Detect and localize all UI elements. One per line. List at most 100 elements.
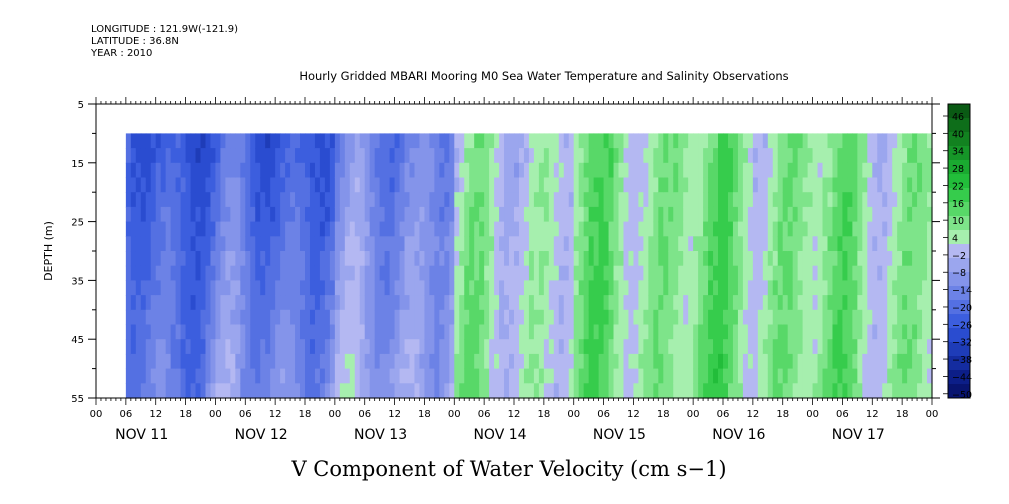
heatmap-cell: [762, 221, 769, 237]
heatmap-cell: [130, 353, 137, 370]
heatmap-cell: [837, 265, 844, 281]
heatmap-cell: [205, 251, 212, 267]
heatmap-cell: [553, 148, 560, 164]
heatmap-cell: [777, 353, 784, 370]
heatmap-cell: [668, 192, 674, 208]
heatmap-cell: [772, 353, 779, 370]
heatmap-cell: [290, 339, 296, 355]
heatmap-cell: [902, 309, 908, 326]
heatmap-cell: [638, 148, 644, 164]
heatmap-cell: [429, 353, 435, 370]
heatmap-cell: [767, 324, 774, 340]
heatmap-cell: [399, 353, 406, 370]
heatmap-cell: [140, 177, 147, 193]
heatmap-cell: [633, 280, 640, 296]
heatmap-cell: [752, 280, 759, 296]
heatmap-cell: [588, 353, 595, 370]
heatmap-cell: [723, 133, 729, 149]
heatmap-cell: [887, 221, 893, 237]
heatmap-cell: [767, 162, 774, 179]
heatmap-cell: [548, 265, 555, 281]
heatmap-cell: [374, 368, 381, 384]
heatmap-cell: [459, 309, 465, 326]
heatmap-cell: [732, 339, 739, 355]
heatmap-cell: [678, 251, 684, 267]
heatmap-cell: [399, 251, 406, 267]
heatmap-cell: [523, 280, 530, 296]
heatmap-cell: [205, 177, 212, 193]
heatmap-cell: [723, 339, 729, 355]
heatmap-cell: [329, 383, 336, 399]
heatmap-cell: [150, 206, 157, 223]
heatmap-cell: [469, 221, 475, 237]
heatmap-cell: [922, 353, 928, 370]
heatmap-cell: [384, 177, 391, 193]
heatmap-cell: [777, 280, 784, 296]
heatmap-cell: [160, 309, 167, 326]
heatmap-cell: [668, 368, 674, 384]
heatmap-cell: [200, 206, 207, 223]
heatmap-cell: [548, 295, 555, 311]
heatmap-cell: [588, 192, 595, 208]
heatmap-cell: [882, 221, 888, 237]
heatmap-cell: [290, 383, 296, 399]
heatmap-cell: [439, 206, 445, 223]
heatmap-cell: [762, 368, 769, 384]
heatmap-cell: [603, 162, 610, 179]
heatmap-cell: [598, 206, 605, 223]
heatmap-cell: [548, 368, 555, 384]
heatmap-cell: [588, 206, 595, 223]
heatmap-cell: [469, 324, 475, 340]
heatmap-cell: [185, 280, 192, 296]
heatmap-cell: [538, 280, 545, 296]
heatmap-cell: [469, 265, 475, 281]
x-day-label: NOV 12: [235, 427, 288, 443]
heatmap-cell: [862, 383, 868, 399]
heatmap-cell: [583, 177, 590, 193]
heatmap-cell: [922, 368, 928, 384]
heatmap-cell: [563, 162, 570, 179]
heatmap-cell: [533, 280, 540, 296]
heatmap-cell: [827, 177, 834, 193]
heatmap-cell: [608, 133, 615, 149]
heatmap-cell: [419, 265, 426, 281]
heatmap-cell: [220, 221, 226, 237]
heatmap-cell: [190, 236, 197, 252]
heatmap-cell: [822, 148, 829, 164]
heatmap-cell: [399, 133, 406, 149]
heatmap-cell: [474, 339, 480, 355]
heatmap-cell: [290, 265, 296, 281]
heatmap-cell: [807, 251, 814, 267]
heatmap-cell: [359, 339, 366, 355]
heatmap-cell: [285, 251, 291, 267]
heatmap-cell: [409, 236, 416, 252]
heatmap-cell: [344, 383, 351, 399]
heatmap-cell: [389, 251, 396, 267]
heatmap-cell: [225, 324, 231, 340]
heatmap-cell: [922, 324, 928, 340]
heatmap-cell: [504, 206, 510, 223]
heatmap-cell: [175, 148, 182, 164]
heatmap-cell: [693, 177, 699, 193]
heatmap-cell: [792, 339, 799, 355]
heatmap-cell: [543, 353, 550, 370]
heatmap-cell: [230, 295, 236, 311]
heatmap-cell: [205, 206, 212, 223]
heatmap-cell: [568, 280, 575, 296]
heatmap-cell: [912, 162, 918, 179]
heatmap-cell: [723, 251, 729, 267]
heatmap-cell: [399, 280, 406, 296]
heatmap-cell: [713, 133, 719, 149]
heatmap-cell: [867, 368, 873, 384]
heatmap-cell: [772, 295, 779, 311]
heatmap-cell: [752, 133, 759, 149]
heatmap-cell: [747, 148, 754, 164]
heatmap-cell: [140, 309, 147, 326]
heatmap-cell: [847, 206, 853, 223]
heatmap-cell: [394, 148, 401, 164]
x-hour-label: 00: [687, 409, 700, 420]
heatmap-cell: [474, 280, 480, 296]
heatmap-cell: [379, 353, 386, 370]
heatmap-cell: [723, 383, 729, 399]
heatmap-cell: [703, 236, 709, 252]
